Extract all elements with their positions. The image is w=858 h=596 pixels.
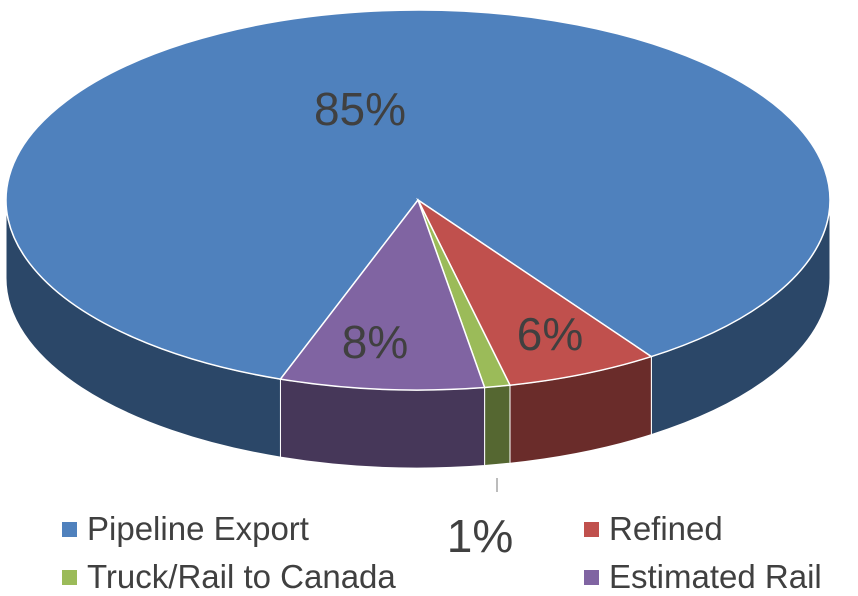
data-label-refined: 6% xyxy=(517,308,583,360)
pie-sides xyxy=(5,199,831,469)
pie-side-estimated-rail xyxy=(279,378,486,469)
pie-tops xyxy=(5,9,831,391)
pie-slice-estimated-rail xyxy=(279,198,486,391)
pie-side-truck-rail xyxy=(484,384,511,467)
data-label-estimated-rail: 8% xyxy=(342,316,408,368)
data-labels: 85% 6% 1% 8% xyxy=(314,83,583,562)
data-label-truck-rail: 1% xyxy=(447,510,513,562)
data-label-pipeline-export: 85% xyxy=(314,83,406,135)
pie-slice-refined xyxy=(416,197,654,387)
pie-slice-pipeline-export xyxy=(5,9,831,380)
